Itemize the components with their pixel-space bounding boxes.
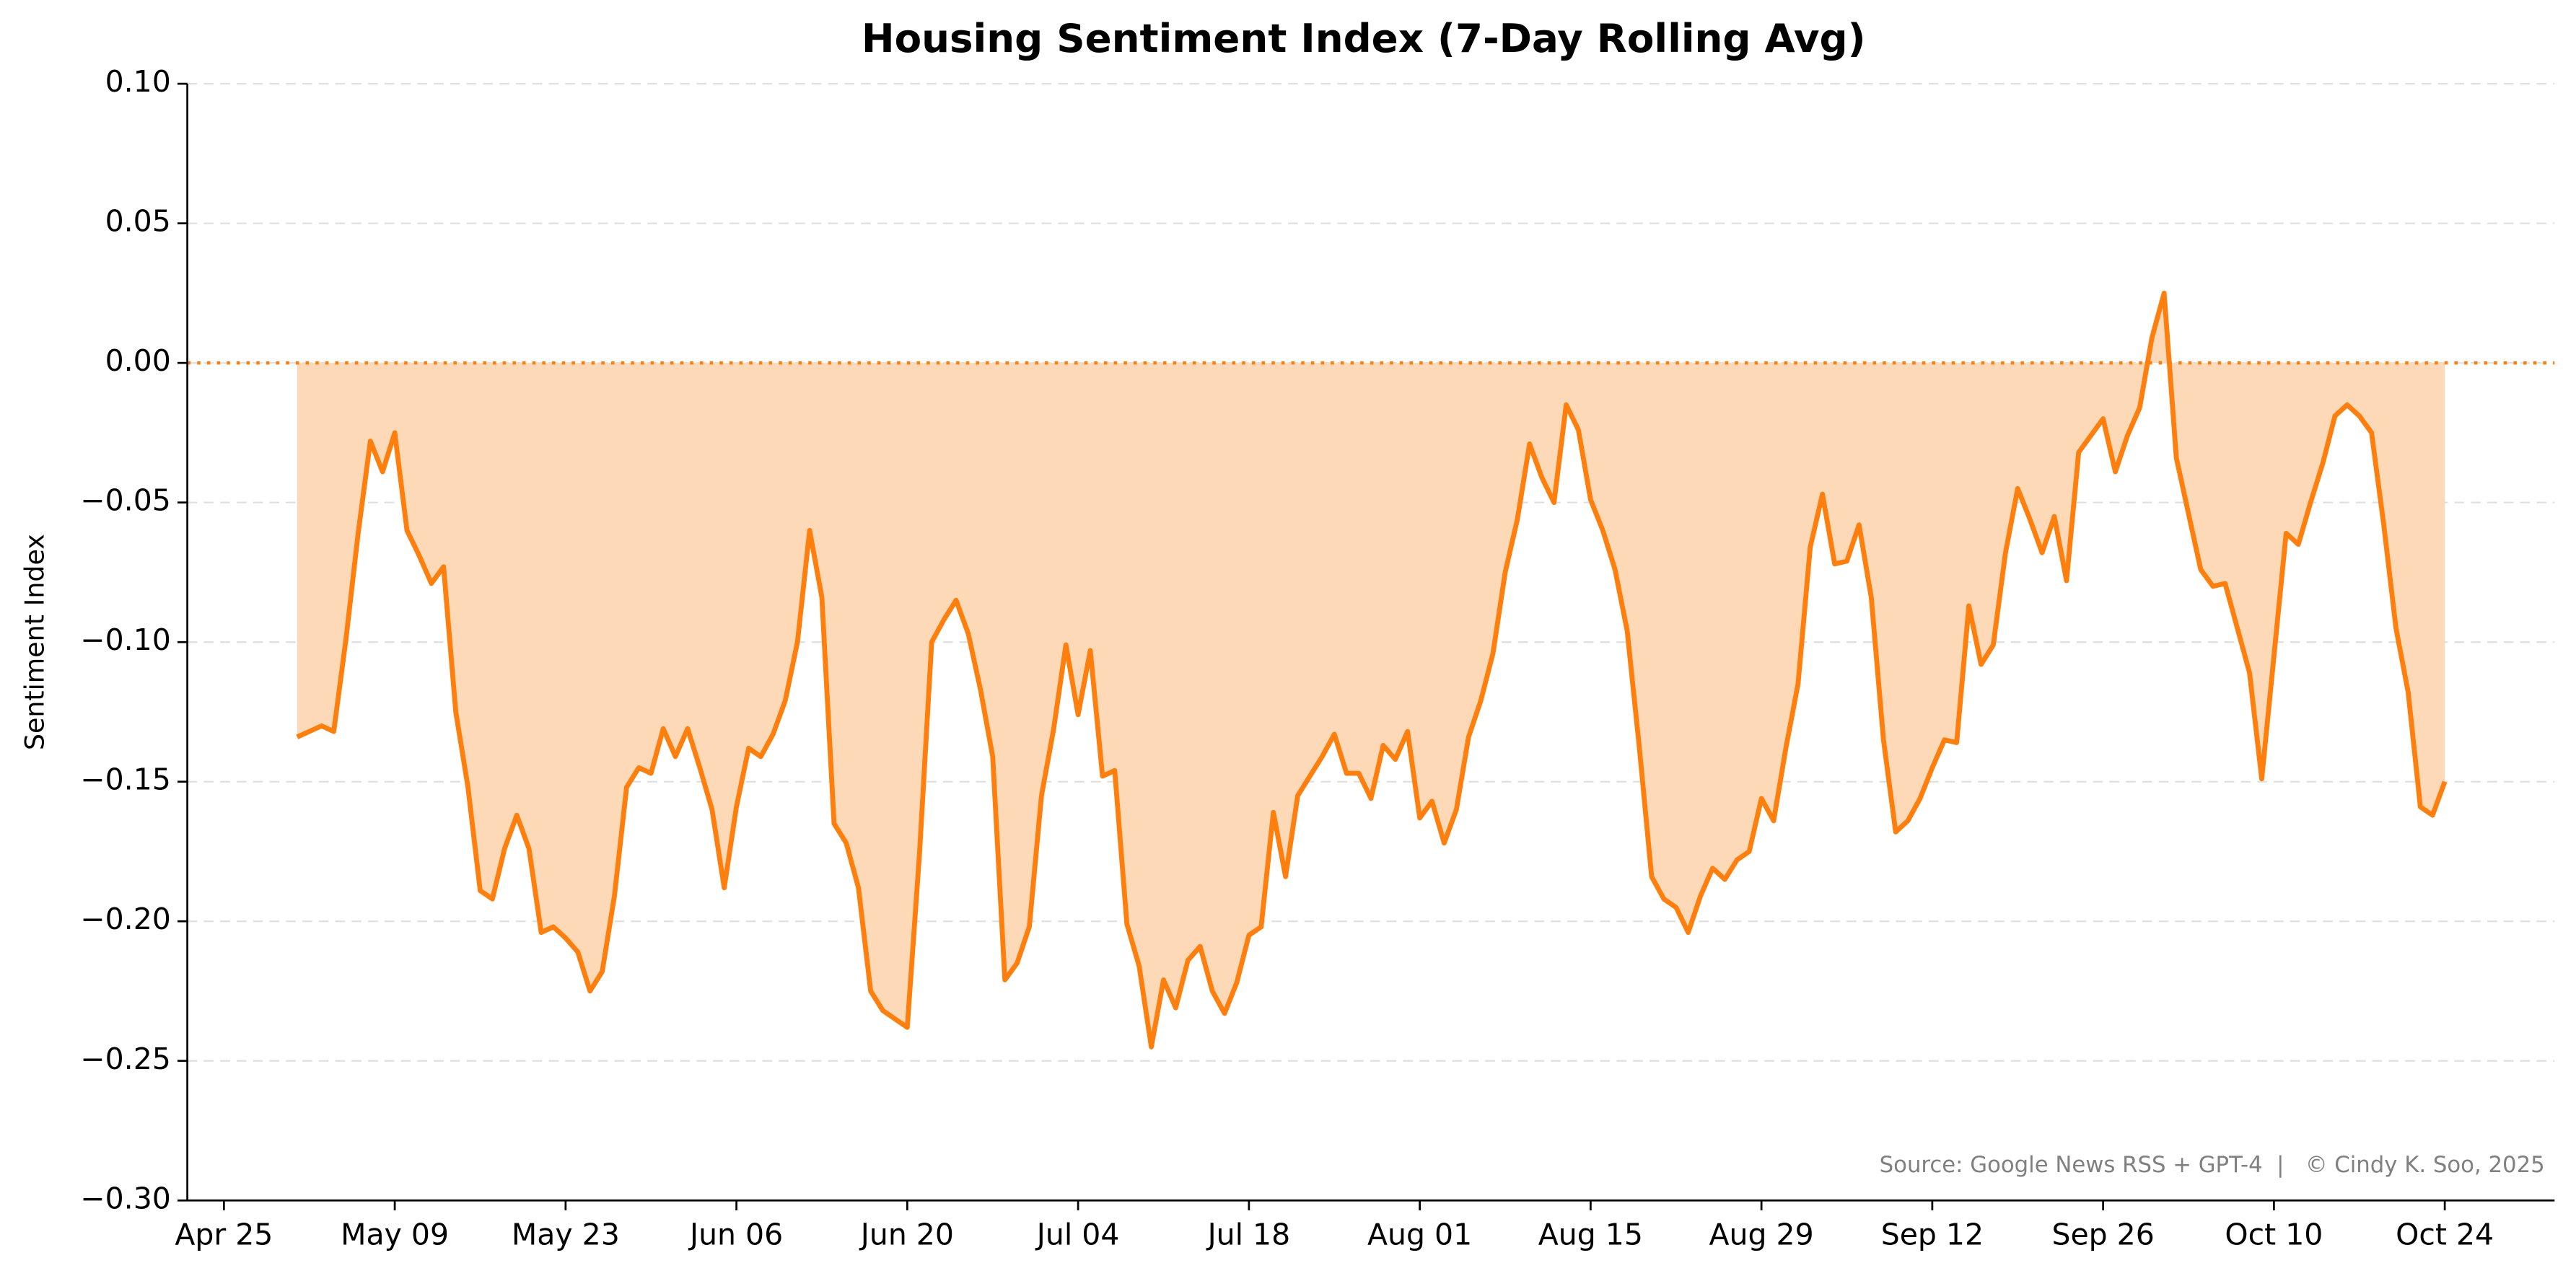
y-tick-label: 0.05 — [105, 204, 171, 239]
y-tick-label: −0.20 — [80, 902, 171, 936]
y-tick-label: −0.30 — [80, 1181, 171, 1215]
y-tick-label: −0.05 — [80, 483, 171, 518]
y-axis-label: Sentiment Index — [19, 534, 51, 750]
sentiment-line — [296, 290, 2448, 1050]
area-fill — [297, 293, 2445, 1047]
x-tick-label: Aug 15 — [1538, 1217, 1643, 1251]
source-annotation: Source: Google News RSS + GPT-4 | © Cind… — [1880, 1152, 2545, 1178]
x-tick-label: Jun 06 — [688, 1217, 783, 1251]
y-tick-label: 0.10 — [105, 64, 171, 99]
x-tick-label: Aug 01 — [1367, 1217, 1472, 1251]
y-tick-label: −0.25 — [80, 1042, 171, 1076]
x-tick-label: Jul 18 — [1206, 1217, 1291, 1251]
x-tick-label: May 09 — [341, 1217, 449, 1251]
x-tick-label: Oct 10 — [2225, 1217, 2323, 1251]
x-tick-label: Sep 12 — [1881, 1217, 1984, 1251]
x-tick-label: Oct 24 — [2396, 1217, 2494, 1251]
x-tick-label: Apr 25 — [175, 1217, 273, 1251]
x-tick-label: Jul 04 — [1035, 1217, 1120, 1251]
x-tick-label: May 23 — [512, 1217, 620, 1251]
x-tick-label: Aug 29 — [1709, 1217, 1814, 1251]
y-tick-label: −0.15 — [80, 762, 171, 797]
y-tick-label: −0.10 — [80, 622, 171, 657]
chart-title: Housing Sentiment Index (7-Day Rolling A… — [862, 15, 1866, 61]
x-tick-label: Jun 20 — [859, 1217, 954, 1251]
y-tick-label: 0.00 — [105, 343, 171, 378]
x-tick-label: Sep 26 — [2051, 1217, 2154, 1251]
